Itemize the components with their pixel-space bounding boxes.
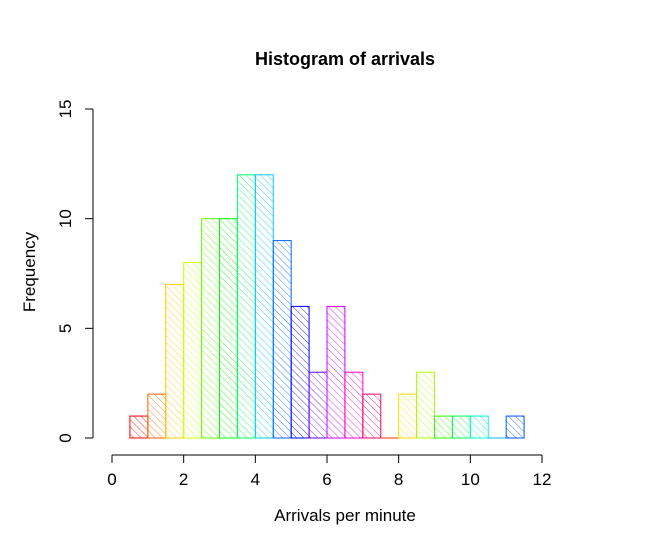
histogram-bar [183,262,203,439]
x-tick-label: 12 [533,470,552,489]
histogram-bar [201,218,220,439]
histogram-bar [398,393,418,439]
x-tick-label: 8 [394,470,403,489]
y-tick-label: 10 [56,209,75,228]
histogram-bar [344,371,364,439]
histogram-bar [290,305,310,439]
histogram-bar [272,240,292,439]
x-axis-label: Arrivals per minute [274,506,416,525]
y-axis: 0 5 10 15 [56,100,94,443]
histogram-bar [254,174,274,439]
histogram-bar [469,415,489,439]
histogram-bar [326,305,346,439]
histogram-bar [434,415,453,439]
y-axis-label: Frequency [20,231,39,312]
chart-title: Histogram of arrivals [255,49,435,69]
histogram-bar [451,415,471,439]
x-tick-label: 2 [179,470,188,489]
bars-group [129,174,525,439]
histogram-bar [129,415,149,439]
x-tick-label: 0 [107,470,116,489]
histogram-bar [416,371,436,439]
x-tick-label: 10 [461,470,480,489]
histogram-bar [236,174,256,439]
histogram-bar [505,415,525,439]
y-tick-label: 5 [56,324,75,333]
histogram-bar [308,371,328,439]
histogram-bar [219,218,238,439]
x-axis: 0 2 4 6 8 10 12 [107,454,552,489]
y-tick-label: 0 [56,433,75,442]
histogram-bar [165,283,185,439]
histogram-bar [147,393,167,439]
histogram-bar [362,393,382,439]
x-tick-label: 4 [251,470,260,489]
x-tick-label: 6 [322,470,331,489]
y-tick-label: 15 [56,100,75,119]
